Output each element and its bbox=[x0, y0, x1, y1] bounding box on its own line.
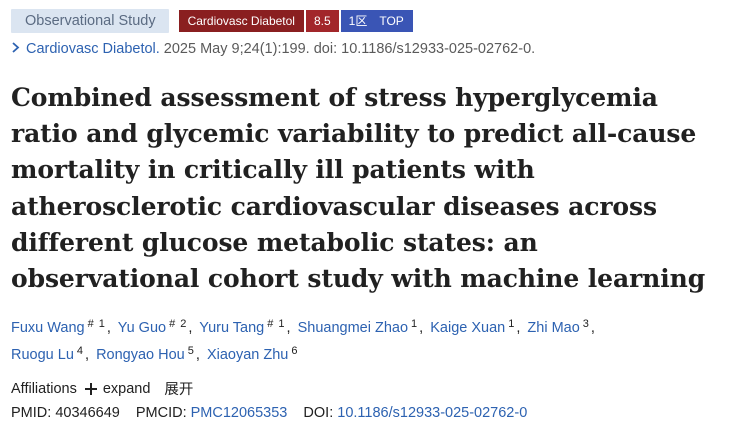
author-item: Shuangmei Zhao 1, bbox=[297, 318, 424, 336]
journal-badges: Cardiovasc Diabetol 8.5 1区 TOP bbox=[178, 10, 413, 32]
impact-factor-badge[interactable]: 8.5 bbox=[305, 10, 339, 32]
author-affiliation-ref[interactable]: 1 bbox=[508, 318, 516, 330]
expand-button[interactable]: expand bbox=[102, 380, 151, 397]
author-link[interactable]: Fuxu Wang bbox=[11, 320, 85, 336]
author-item: Kaige Xuan 1, bbox=[430, 318, 521, 336]
author-item: Rongyao Hou 5, bbox=[96, 345, 200, 363]
author-item: Xiaoyan Zhu 6 bbox=[206, 345, 299, 363]
badge-row: Observational Study Cardiovasc Diabetol … bbox=[11, 8, 413, 34]
doi-link[interactable]: 10.1186/s12933-025-02762-0 bbox=[337, 405, 528, 421]
article-title: Combined assessment of stress hyperglyce… bbox=[11, 83, 706, 294]
pmcid-link[interactable]: PMC12065353 bbox=[190, 405, 288, 421]
author-affiliation-ref[interactable]: 1 bbox=[411, 318, 419, 330]
author-link[interactable]: Rongyao Hou bbox=[96, 347, 185, 363]
top-badge[interactable]: TOP bbox=[375, 10, 413, 32]
publication-type-tag[interactable]: Observational Study bbox=[11, 9, 169, 33]
author-item: Yu Guo # 2, bbox=[117, 318, 193, 336]
affiliations-toggle[interactable]: Affiliations expand 展开 bbox=[11, 378, 193, 399]
author-item: Zhi Mao 3, bbox=[527, 318, 595, 336]
pmid-label: PMID: bbox=[11, 405, 52, 421]
author-link[interactable]: Zhi Mao bbox=[527, 320, 580, 336]
affiliations-label: Affiliations bbox=[11, 380, 77, 397]
article-ids: PMID: 40346649 PMCID: PMC12065353 DOI: 1… bbox=[11, 405, 527, 421]
author-link[interactable]: Kaige Xuan bbox=[430, 320, 506, 336]
author-affiliation-ref[interactable]: 4 bbox=[76, 345, 85, 357]
expand-cn-button[interactable]: 展开 bbox=[164, 382, 194, 398]
citation-details: 2025 May 9;24(1):199. doi: 10.1186/s1293… bbox=[163, 41, 536, 57]
pmcid-label: PMCID: bbox=[135, 405, 187, 421]
author-item: Yuru Tang # 1, bbox=[199, 318, 291, 336]
author-link[interactable]: Yuru Tang bbox=[199, 320, 265, 336]
author-affiliation-ref[interactable]: # 2 bbox=[169, 318, 188, 330]
doi-label: DOI: bbox=[303, 405, 334, 421]
author-item: Ruogu Lu 4, bbox=[11, 345, 90, 363]
author-affiliation-ref[interactable]: 6 bbox=[291, 345, 299, 357]
author-list: Fuxu Wang # 1, Yu Guo # 2, Yuru Tang # 1, S… bbox=[11, 315, 731, 369]
author-link[interactable]: Yu Guo bbox=[117, 320, 167, 336]
zone-badge[interactable]: 1区 bbox=[340, 10, 376, 32]
author-affiliation-ref[interactable]: # 1 bbox=[267, 318, 286, 330]
author-affiliation-ref[interactable]: # 1 bbox=[87, 318, 106, 330]
author-link[interactable]: Shuangmei Zhao bbox=[297, 320, 409, 336]
plus-icon[interactable] bbox=[84, 382, 97, 395]
chevron-right-icon[interactable] bbox=[11, 40, 20, 56]
author-link[interactable]: Xiaoyan Zhu bbox=[206, 347, 289, 363]
author-affiliation-ref[interactable]: 5 bbox=[187, 345, 195, 357]
journal-link[interactable]: Cardiovasc Diabetol. bbox=[26, 41, 160, 57]
author-item: Fuxu Wang # 1, bbox=[11, 318, 111, 336]
journal-badge[interactable]: Cardiovasc Diabetol bbox=[178, 10, 304, 32]
author-affiliation-ref[interactable]: 3 bbox=[582, 318, 590, 330]
author-link[interactable]: Ruogu Lu bbox=[11, 347, 74, 363]
pmid-value: 40346649 bbox=[55, 405, 120, 421]
citation-line: Cardiovasc Diabetol. 2025 May 9;24(1):19… bbox=[11, 41, 535, 57]
